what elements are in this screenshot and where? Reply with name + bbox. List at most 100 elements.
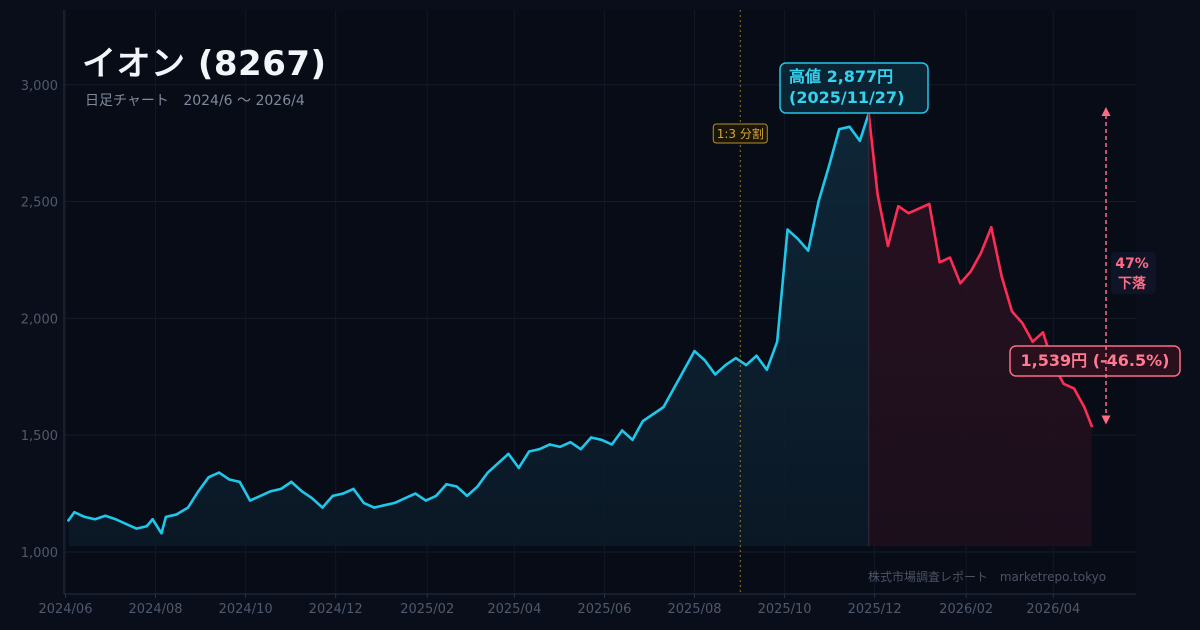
subtitle-type: 日足チャート <box>85 93 169 109</box>
data-point <box>310 497 314 500</box>
data-point <box>238 480 241 484</box>
data-point <box>197 490 200 493</box>
data-point <box>1010 310 1014 313</box>
subtitle-range: 2024/6 〜 2026/4 <box>183 93 305 109</box>
data-point <box>362 501 365 505</box>
data-point <box>527 450 531 453</box>
data-point <box>465 494 469 498</box>
data-point <box>724 363 727 367</box>
data-point <box>186 506 190 509</box>
data-point <box>403 497 407 500</box>
data-point <box>786 228 789 231</box>
high-callout-label: 高値 2,877円 <box>789 67 893 86</box>
data-point <box>145 525 148 528</box>
data-point <box>1083 405 1086 409</box>
chart-subtitle: 日足チャート 2024/6 〜 2026/4 <box>85 90 315 110</box>
split-label-box <box>712 123 768 144</box>
data-point <box>848 125 851 128</box>
data-point <box>631 438 634 442</box>
x-tick-label: 2025/06 <box>577 602 631 617</box>
x-tick-label: 2026/02 <box>939 602 993 617</box>
data-point <box>393 501 396 505</box>
data-point <box>662 405 665 409</box>
data-point <box>1021 321 1024 325</box>
data-point <box>331 494 334 498</box>
data-point <box>817 200 820 203</box>
data-point <box>907 212 910 215</box>
data-point <box>414 492 417 495</box>
x-tick-label: 2025/10 <box>758 602 812 617</box>
x-tick-label: 2025/12 <box>848 602 902 617</box>
data-point <box>434 494 438 498</box>
data-point <box>352 487 355 491</box>
data-point <box>928 202 931 206</box>
data-point <box>83 515 86 519</box>
data-point <box>796 237 800 241</box>
high-callout-date: (2025/11/27) <box>789 88 904 107</box>
data-point <box>124 522 128 526</box>
data-point <box>445 483 448 486</box>
data-point <box>321 506 324 509</box>
data-point <box>1041 331 1045 334</box>
drop-label-box <box>1111 252 1156 294</box>
y-tick-label: 3,000 <box>21 79 58 94</box>
data-point <box>114 518 117 521</box>
data-point <box>703 359 707 362</box>
data-point <box>160 532 163 535</box>
y-tick-label: 2,000 <box>21 312 58 327</box>
data-point <box>248 499 252 502</box>
data-point <box>886 244 890 248</box>
data-point <box>651 412 655 416</box>
data-point <box>1090 424 1093 428</box>
y-tick-label: 1,000 <box>21 546 58 561</box>
data-point <box>279 487 283 491</box>
credit-site: marketrepo.tokyo <box>999 570 1107 584</box>
last-callout-label: 1,539円 (-46.5%) <box>1021 351 1170 370</box>
data-point <box>765 368 769 371</box>
data-point <box>806 249 810 252</box>
data-point <box>548 443 551 446</box>
data-point <box>713 373 717 376</box>
split-label: 1:3 分割 <box>717 126 764 141</box>
data-point <box>948 256 952 259</box>
data-point <box>969 270 972 273</box>
data-point <box>558 445 562 449</box>
data-point <box>827 165 831 168</box>
credit: 株式市場調査レポート marketrepo.tokyo <box>868 568 1114 585</box>
last-callout-box <box>1009 345 1181 377</box>
data-point <box>897 205 900 208</box>
data-point <box>1000 275 1003 278</box>
data-point <box>876 193 879 196</box>
data-point <box>93 518 97 521</box>
y-tick-label: 2,500 <box>21 196 58 211</box>
data-point <box>269 490 272 493</box>
data-point <box>641 419 645 423</box>
data-point <box>290 480 293 484</box>
data-point <box>620 429 624 432</box>
data-point <box>507 452 510 456</box>
data-point <box>672 387 676 390</box>
data-point <box>73 511 76 514</box>
drop-label-percent: 47% <box>1115 256 1149 272</box>
data-point <box>858 139 862 143</box>
data-point <box>424 499 427 502</box>
data-point <box>589 436 593 439</box>
data-point <box>164 515 168 519</box>
x-tick-label: 2024/12 <box>309 602 363 617</box>
y-tick-label: 1,500 <box>21 429 58 444</box>
data-point <box>979 251 983 255</box>
data-point <box>175 513 178 516</box>
x-tick-label: 2026/04 <box>1026 602 1080 617</box>
x-tick-label: 2025/02 <box>400 602 454 617</box>
data-point <box>1062 382 1065 385</box>
data-point <box>228 478 231 481</box>
data-point <box>579 447 583 451</box>
data-point <box>517 466 520 470</box>
data-point <box>135 527 138 530</box>
x-tick-label: 2025/08 <box>667 602 721 617</box>
data-point <box>938 261 941 264</box>
data-point <box>341 492 345 495</box>
data-point <box>104 514 107 517</box>
chart-title: イオン (8267) <box>82 44 327 84</box>
